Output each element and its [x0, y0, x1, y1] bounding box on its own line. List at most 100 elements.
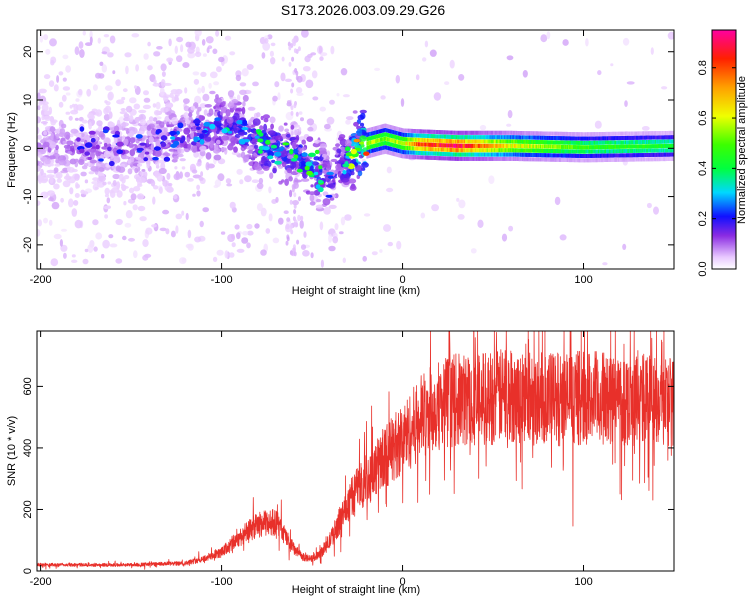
spectrogram-cell — [515, 148, 518, 153]
spectrogram-cell — [486, 135, 489, 140]
spectrogram-cell — [403, 137, 406, 142]
spectrogram-cell — [663, 135, 665, 140]
spectrogram-cell — [541, 140, 544, 145]
spectrogram-cell — [576, 145, 578, 150]
spectrogram-cell — [48, 219, 53, 226]
spectrogram-cell — [561, 140, 564, 145]
spectrogram-cell — [295, 70, 299, 76]
spectrogram-cell — [564, 131, 567, 136]
spectrogram-cell — [452, 135, 454, 139]
spectrogram-cell — [493, 148, 495, 153]
spectrogram-cell — [474, 143, 476, 148]
spectrogram-cell — [228, 252, 235, 258]
spectrogram-cell — [424, 146, 426, 151]
spectrogram-cell — [389, 137, 391, 142]
spectrogram-cell — [166, 57, 174, 63]
spectrogram-cell — [608, 153, 611, 158]
spectrogram-cell — [455, 139, 457, 144]
spectrogram-cell — [640, 140, 643, 145]
spectrogram-cell — [81, 133, 85, 138]
spectrogram-cell — [455, 152, 458, 157]
spectrogram-cell — [617, 149, 619, 154]
spectrogram-cell — [439, 138, 442, 143]
spectrogram-cell — [401, 132, 404, 137]
spectrogram-cell — [540, 135, 542, 140]
spectrogram-cell — [649, 144, 652, 149]
spectrogram-cell — [571, 158, 574, 163]
spectrogram-cell — [500, 135, 502, 140]
spectrogram-cell — [653, 135, 655, 140]
spectrogram-cell — [396, 131, 398, 136]
spectrogram-cell — [104, 105, 112, 114]
spectrogram-cell — [409, 133, 412, 138]
spectrogram-cell — [601, 136, 604, 141]
spectrogram-cell — [422, 129, 425, 134]
spectrogram-cell — [657, 135, 660, 140]
spectrogram-cell — [583, 141, 586, 145]
spectrogram-cell — [43, 110, 52, 116]
spectrogram-cell — [414, 129, 416, 134]
snr-ytick-label: 200 — [22, 500, 34, 518]
spectrogram-cell — [493, 130, 496, 135]
spectrogram-cell — [536, 131, 539, 136]
spectrogram-cell — [127, 158, 132, 164]
spectrogram-cell — [656, 135, 659, 140]
spectrogram-cell — [396, 139, 398, 144]
spectrogram-cell — [112, 173, 120, 180]
spectrogram-cell — [522, 70, 528, 78]
spectrogram-cell — [401, 128, 404, 133]
spectrogram-cell — [241, 237, 249, 244]
spectrogram-cell — [379, 138, 381, 143]
spectrogram-cell — [491, 156, 493, 161]
spectrogram-cell — [196, 126, 201, 131]
spectrogram-cell — [468, 139, 471, 144]
spectrogram-cell — [153, 109, 161, 116]
spectrogram-cell — [74, 219, 83, 229]
spectrogram-cell — [447, 147, 450, 152]
spectrogram-cell — [537, 153, 539, 158]
spectrogram-cell — [655, 152, 658, 157]
spectrogram-cell — [456, 135, 459, 140]
spectrogram-cell — [633, 157, 635, 162]
spectrogram-cell — [480, 152, 482, 157]
spectrogram-cell — [442, 139, 444, 143]
spectrogram-cell — [629, 135, 632, 140]
spectrogram-cell — [290, 224, 293, 230]
spectrogram-cell — [465, 152, 468, 157]
spectrogram-cell — [528, 135, 530, 140]
spectrogram-cell — [459, 156, 462, 161]
spectrogram-cell — [369, 140, 371, 145]
spectrogram-cell — [439, 151, 442, 156]
spectrogram-cell — [426, 151, 428, 156]
spectrogram-cell — [387, 128, 389, 133]
spectrogram-cell — [165, 102, 174, 109]
spectrogram-cell — [445, 134, 447, 139]
spectrogram-cell — [633, 144, 635, 149]
spectrogram-cell — [535, 135, 538, 140]
spectrogram-cell — [527, 157, 529, 162]
spectrogram-cell — [221, 101, 226, 107]
spectrogram-cell — [438, 134, 441, 139]
spectrogram-cell — [463, 148, 465, 153]
spectrogram-cell — [669, 157, 672, 161]
spectrogram-cell — [389, 150, 391, 155]
spectrogram-cell — [599, 136, 602, 141]
spectrogram-cell — [525, 131, 528, 136]
spectrogram-cell — [588, 145, 590, 150]
spectrogram-cell — [62, 140, 67, 145]
spectrogram-cell — [535, 131, 538, 136]
spectrogram-cell — [439, 143, 442, 148]
spectrogram-cell — [179, 257, 187, 265]
spectrogram-cell — [465, 135, 467, 140]
spectrogram-cell — [505, 156, 508, 161]
spectrogram-cell — [347, 178, 357, 184]
spectrogram-cell — [345, 116, 354, 121]
spectrogram-cell — [425, 151, 427, 156]
spectrogram-cell — [391, 147, 394, 152]
spectrogram-cell — [554, 140, 557, 145]
spectrogram-cell — [407, 128, 409, 133]
spectrogram-cell — [464, 143, 466, 148]
spectrogram-cell — [602, 136, 605, 141]
spectrogram-cell — [426, 147, 428, 151]
spectrogram-cell — [74, 46, 80, 56]
